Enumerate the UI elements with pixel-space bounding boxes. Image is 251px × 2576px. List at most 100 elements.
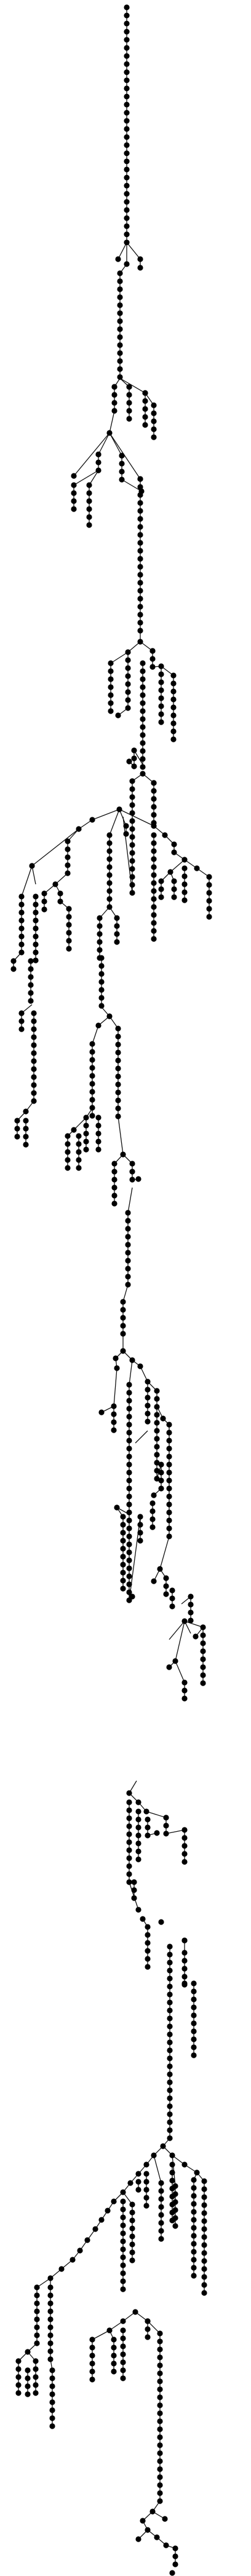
tree-node: [131, 1879, 137, 1885]
tree-node: [129, 874, 135, 880]
tree-node: [98, 2217, 105, 2223]
tree-node: [126, 1790, 132, 1796]
tree-node: [154, 1396, 160, 1402]
tree-node: [191, 1996, 197, 2002]
tree-node: [127, 2180, 133, 2186]
tree-node: [117, 342, 123, 348]
tree-node: [76, 1149, 82, 1155]
tree-node: [111, 1200, 118, 1207]
tree-node: [126, 1879, 132, 1885]
tree-node: [131, 1895, 137, 1901]
tree-edge: [184, 1621, 204, 1628]
tree-node: [167, 2055, 173, 2061]
tree-node: [191, 2044, 197, 2050]
tree-node: [115, 1113, 121, 1119]
tree-node: [135, 1848, 141, 1854]
tree-node: [18, 1026, 25, 1032]
tree-node: [135, 1808, 141, 1815]
tree-node: [76, 1157, 82, 1163]
tree-node: [191, 2257, 197, 2263]
tree-node: [167, 2071, 173, 2077]
tree-node: [89, 2344, 95, 2351]
tree-node: [172, 1658, 178, 1664]
tree-node: [191, 2201, 197, 2207]
tree-node: [25, 2375, 31, 2381]
tree-node: [129, 2241, 135, 2247]
tree-node: [111, 1169, 118, 1175]
tree-node: [84, 2237, 90, 2243]
tree-node: [114, 1504, 120, 1511]
tree-node: [126, 1469, 132, 1476]
tree-node: [151, 1492, 157, 1498]
tree-node: [201, 2178, 207, 2184]
tree-node: [140, 708, 146, 714]
tree-node: [158, 2212, 164, 2218]
tree-node: [140, 684, 146, 690]
tree-node: [131, 763, 137, 769]
tree-node: [181, 2162, 188, 2168]
tree-node: [188, 1593, 194, 1600]
tree-node: [145, 1932, 151, 1938]
tree-edge: [92, 2330, 110, 2340]
tree-node: [126, 1390, 132, 1396]
tree-node: [120, 1578, 126, 1584]
tree-node: [201, 2282, 207, 2288]
tree-node: [108, 668, 114, 674]
tree-node: [170, 688, 177, 695]
tree-node: [129, 2249, 135, 2255]
tree-node: [108, 700, 114, 706]
tree-edge: [122, 1284, 129, 1302]
tree-node: [120, 2206, 126, 2212]
tree-node: [124, 223, 130, 229]
tree-node: [18, 917, 25, 924]
tree-node: [167, 2103, 173, 2109]
tree-node: [167, 2007, 173, 2014]
tree-node: [193, 1633, 199, 1640]
tree-node: [201, 2202, 207, 2208]
tree-node: [158, 2196, 164, 2202]
tree-node: [181, 1859, 188, 1865]
tree-node: [200, 1680, 206, 1686]
tree-node: [120, 2254, 126, 2260]
tree-node: [126, 1839, 132, 1845]
tree-node: [31, 1090, 37, 1096]
tree-node: [167, 1999, 173, 2006]
tree-node: [125, 657, 131, 663]
tree-node: [154, 1404, 160, 1410]
tree-node: [126, 1493, 132, 1500]
tree-node: [140, 716, 146, 722]
tree-node: [129, 882, 135, 888]
tree-node: [98, 995, 105, 1001]
tree-node: [65, 870, 71, 876]
tree-node: [126, 1863, 132, 1869]
tree-node: [145, 1379, 151, 1385]
tree-edge: [89, 470, 99, 486]
tree-node: [145, 1387, 151, 1393]
tree-node: [115, 1089, 121, 1095]
tree-node: [137, 476, 143, 482]
tree-edge: [119, 809, 127, 827]
tree-node: [117, 286, 123, 292]
tree-node: [83, 1138, 89, 1145]
tree-node: [120, 1323, 126, 1329]
tree-node: [169, 2177, 175, 2184]
tree-node: [124, 207, 130, 213]
tree-node: [117, 350, 123, 356]
tree-node: [191, 2225, 197, 2231]
tree-node: [124, 215, 130, 221]
tree-node: [158, 711, 164, 717]
tree-node: [108, 676, 114, 682]
tree-node: [47, 2300, 54, 2306]
tree-node: [120, 2318, 126, 2324]
tree-node: [157, 2330, 163, 2337]
tree-node: [89, 1049, 95, 1055]
tree-node: [111, 2360, 117, 2367]
tree-node: [154, 1428, 160, 1434]
tree-node: [83, 1130, 89, 1137]
tree-node: [129, 810, 135, 816]
tree-node: [157, 2466, 163, 2472]
tree-node: [201, 2290, 207, 2296]
tree-node: [191, 2209, 197, 2215]
tree-node: [191, 2028, 197, 2034]
